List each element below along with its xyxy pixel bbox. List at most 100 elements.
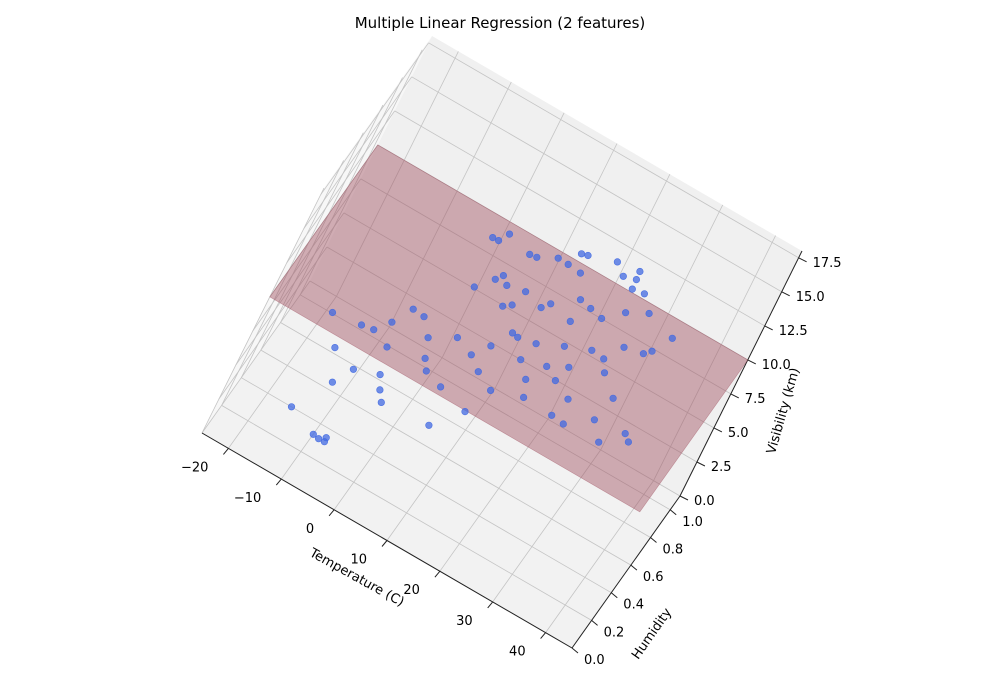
data-point [584, 251, 592, 260]
data-point [551, 377, 560, 385]
data-point [559, 420, 567, 428]
data-point [376, 371, 384, 379]
data-point [322, 434, 330, 442]
data-point [491, 275, 499, 283]
y-tick-mark [630, 564, 638, 571]
data-points-layer [287, 230, 676, 446]
data-point [621, 430, 629, 438]
x-tick-mark [434, 570, 441, 578]
data-point [328, 378, 337, 386]
y-tick-mark [669, 509, 677, 516]
z-tick-mark [798, 257, 807, 263]
y-tick-mark [610, 592, 618, 599]
data-point [437, 383, 445, 391]
x-tick-mark [381, 540, 388, 547]
grid-line [228, 296, 337, 449]
data-point [467, 351, 475, 359]
data-point [420, 313, 428, 321]
y-tick-mark [650, 537, 657, 543]
grid-line [309, 280, 681, 497]
data-point [522, 375, 530, 384]
y-tick-mark [571, 647, 579, 654]
grid-line [280, 322, 651, 538]
y-tick-label: 0.6 [643, 570, 664, 585]
z-tick-label: 12.5 [779, 324, 808, 339]
data-point [517, 356, 525, 364]
data-point [505, 230, 514, 238]
data-point [621, 309, 630, 317]
grid-line [235, 212, 345, 366]
data-point [349, 365, 358, 373]
grid-line [326, 246, 698, 463]
x-tick-label: 40 [509, 645, 526, 660]
z-tick-label: 2.5 [711, 460, 732, 475]
z-axis-label: Visibility (km) [764, 366, 803, 456]
y-tick-label: 0.4 [623, 598, 644, 613]
x-tick-label: 10 [350, 553, 367, 568]
data-point [595, 438, 603, 446]
data-point [620, 343, 628, 351]
data-point [487, 386, 495, 395]
data-point [383, 343, 391, 351]
data-point [388, 318, 396, 326]
x-axis-ticks: −20 −10 0 10 20 30 40 [181, 448, 546, 660]
grid-line [394, 110, 765, 327]
data-point [425, 421, 433, 429]
data-point [370, 326, 378, 334]
grid-line [218, 246, 328, 400]
z-tick-mark [679, 495, 689, 501]
x-tick-label: −10 [234, 491, 261, 506]
y-axis-line [571, 495, 681, 649]
data-point [331, 344, 339, 352]
grid-line [360, 178, 732, 395]
data-point [613, 258, 622, 266]
y-tick-label: 1.0 [682, 515, 703, 530]
data-point [487, 342, 495, 350]
data-point [421, 354, 429, 363]
grid-line [299, 294, 671, 511]
data-point [600, 369, 609, 377]
data-point [357, 321, 366, 329]
data-point [521, 288, 530, 296]
data-point [632, 276, 641, 284]
z-tick-label: 15.0 [796, 290, 825, 305]
data-point [508, 329, 517, 337]
y-axis-ticks: 0.0 0.2 0.4 0.6 0.8 1.0 [571, 509, 703, 668]
x-tick-mark [223, 448, 229, 455]
z-tick-mark [747, 359, 757, 365]
z-tick-mark [730, 393, 740, 399]
z-axis-ticks: 0.0 2.5 5.0 7.5 10.0 12.5 15.0 17.5 [679, 256, 842, 509]
z-tick-mark [764, 325, 773, 331]
data-point [668, 334, 676, 342]
data-point [619, 272, 627, 280]
data-point [624, 438, 633, 446]
grid-line [201, 187, 325, 434]
y-tick-label: 0.0 [584, 653, 605, 668]
x-tick-mark [328, 509, 335, 517]
data-point [474, 368, 482, 376]
z-tick-label: 0.0 [694, 494, 715, 509]
chart-title: Multiple Linear Regression (2 features) [355, 14, 646, 32]
data-point [309, 430, 317, 438]
grid-line [260, 349, 632, 566]
data-point [543, 362, 551, 371]
grid-line [333, 357, 443, 511]
data-point [376, 386, 384, 394]
grid-line [428, 42, 799, 259]
data-point [495, 237, 503, 245]
data-point [377, 398, 385, 407]
grid-line [545, 480, 654, 633]
data-point [424, 334, 432, 342]
data-point [453, 334, 462, 342]
data-point [640, 290, 649, 298]
z-tick-label: 5.0 [728, 426, 749, 441]
z-tick-mark [696, 461, 706, 467]
grid-line [320, 42, 429, 196]
data-point [409, 305, 417, 313]
data-point [499, 302, 507, 310]
grid-line [201, 280, 311, 434]
z-tick-label: 17.5 [813, 256, 842, 271]
grid-line [286, 110, 396, 264]
